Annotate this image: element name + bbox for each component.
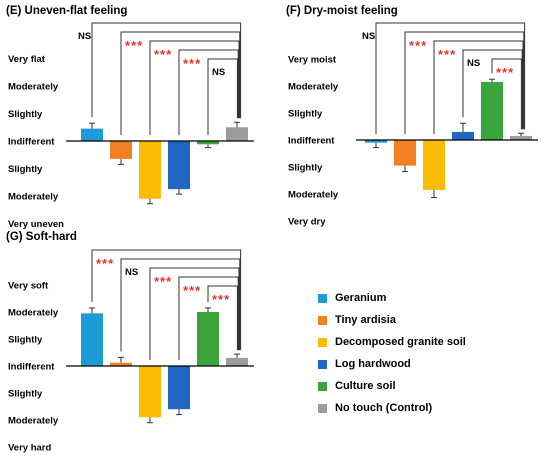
bar bbox=[226, 127, 248, 141]
significance-label: NS bbox=[362, 31, 375, 42]
significance-bracket bbox=[207, 58, 238, 135]
bar bbox=[81, 128, 103, 141]
y-tick-label: Slightly bbox=[288, 109, 323, 120]
bar bbox=[168, 141, 190, 190]
y-tick-label: Slightly bbox=[8, 109, 43, 120]
y-tick-label: Moderately bbox=[8, 416, 59, 427]
legend-swatch bbox=[318, 315, 327, 325]
legend-item: Decomposed granite soil bbox=[318, 331, 466, 353]
bar bbox=[197, 312, 219, 366]
significance-bracket bbox=[91, 22, 242, 119]
significance-bracket bbox=[404, 31, 525, 134]
panel-title: (E) Uneven-flat feeling bbox=[6, 5, 127, 17]
significance-bracket bbox=[91, 249, 242, 351]
significance-label: *** bbox=[125, 38, 143, 53]
legend-label: Culture soil bbox=[335, 380, 396, 392]
significance-bracket bbox=[178, 49, 239, 135]
significance-label: NS bbox=[125, 267, 138, 278]
legend-swatch bbox=[318, 337, 327, 347]
significance-bracket bbox=[120, 31, 241, 135]
bar bbox=[197, 141, 219, 145]
significance-bracket bbox=[149, 267, 240, 360]
legend: Geranium Tiny ardisia Decomposed granite… bbox=[318, 287, 466, 419]
significance-bracket bbox=[207, 285, 238, 351]
legend-item: Culture soil bbox=[318, 375, 466, 397]
significance-label: *** bbox=[154, 274, 172, 289]
y-tick-label: Moderately bbox=[8, 82, 59, 93]
legend-item: Tiny ardisia bbox=[318, 309, 466, 331]
bar bbox=[139, 141, 161, 199]
y-tick-label: Moderately bbox=[288, 190, 339, 201]
bar bbox=[81, 313, 103, 366]
legend-item: Log hardwood bbox=[318, 353, 466, 375]
significance-label: *** bbox=[183, 56, 201, 71]
y-tick-label: Very flat bbox=[8, 54, 46, 65]
legend-swatch bbox=[318, 403, 327, 413]
bar bbox=[110, 141, 132, 159]
y-tick-label: Very moist bbox=[288, 55, 337, 66]
y-tick-label: Indifferent bbox=[8, 362, 55, 373]
significance-label: *** bbox=[212, 292, 230, 307]
y-tick-label: Moderately bbox=[288, 82, 339, 93]
legend-label: Log hardwood bbox=[335, 358, 411, 370]
significance-label: NS bbox=[467, 58, 480, 69]
significance-label: NS bbox=[212, 67, 225, 78]
chart-panel: (G) Soft-hard Very soft Moderately Slightly… bbox=[6, 231, 254, 454]
y-tick-label: Moderately bbox=[8, 308, 59, 319]
legend-item: Geranium bbox=[318, 287, 466, 309]
legend-label: Tiny ardisia bbox=[335, 314, 396, 326]
chart-panel: (F) Dry-moist feeling Very moist Moderatel… bbox=[286, 5, 538, 228]
bar bbox=[452, 131, 474, 140]
panel-title: (F) Dry-moist feeling bbox=[286, 5, 398, 17]
significance-bracket bbox=[375, 22, 526, 134]
y-tick-label: Moderately bbox=[8, 192, 59, 203]
bar bbox=[481, 81, 503, 140]
y-tick-label: Slightly bbox=[8, 335, 43, 346]
y-tick-label: Slightly bbox=[288, 163, 323, 174]
bar bbox=[168, 366, 190, 410]
significance-bracket bbox=[178, 276, 239, 360]
bar bbox=[365, 140, 387, 143]
significance-bracket bbox=[462, 49, 523, 130]
significance-label: *** bbox=[96, 256, 114, 271]
significance-bracket bbox=[149, 40, 240, 135]
legend-swatch bbox=[318, 293, 327, 303]
significance-bracket bbox=[491, 58, 522, 130]
y-tick-label: Indifferent bbox=[8, 137, 55, 148]
significance-label: NS bbox=[78, 31, 91, 42]
legend-item: No touch (Control) bbox=[318, 397, 466, 419]
y-tick-label: Very soft bbox=[8, 281, 49, 292]
bar bbox=[110, 362, 132, 366]
significance-bracket bbox=[120, 258, 241, 352]
y-tick-label: Indifferent bbox=[288, 136, 335, 147]
panel-title: (G) Soft-hard bbox=[6, 231, 77, 243]
significance-label: *** bbox=[438, 47, 456, 62]
bar bbox=[226, 357, 248, 366]
chart-panel: (E) Uneven-flat feeling Very flat Moderate… bbox=[6, 5, 254, 230]
legend-swatch bbox=[318, 359, 327, 369]
significance-label: *** bbox=[496, 65, 514, 80]
legend-label: Decomposed granite soil bbox=[335, 336, 466, 348]
y-tick-label: Slightly bbox=[8, 389, 43, 400]
significance-label: *** bbox=[409, 38, 427, 53]
y-tick-label: Very hard bbox=[8, 443, 51, 454]
significance-label: *** bbox=[154, 47, 172, 62]
y-tick-label: Very uneven bbox=[8, 219, 64, 230]
bar bbox=[510, 135, 532, 140]
y-tick-label: Very dry bbox=[288, 217, 326, 228]
bar bbox=[394, 140, 416, 166]
significance-bracket bbox=[433, 40, 524, 134]
legend-swatch bbox=[318, 381, 327, 391]
bar bbox=[423, 140, 445, 190]
legend-label: No touch (Control) bbox=[335, 402, 433, 414]
legend-label: Geranium bbox=[335, 292, 387, 304]
bar bbox=[139, 366, 161, 418]
significance-label: *** bbox=[183, 283, 201, 298]
y-tick-label: Slightly bbox=[8, 164, 43, 175]
